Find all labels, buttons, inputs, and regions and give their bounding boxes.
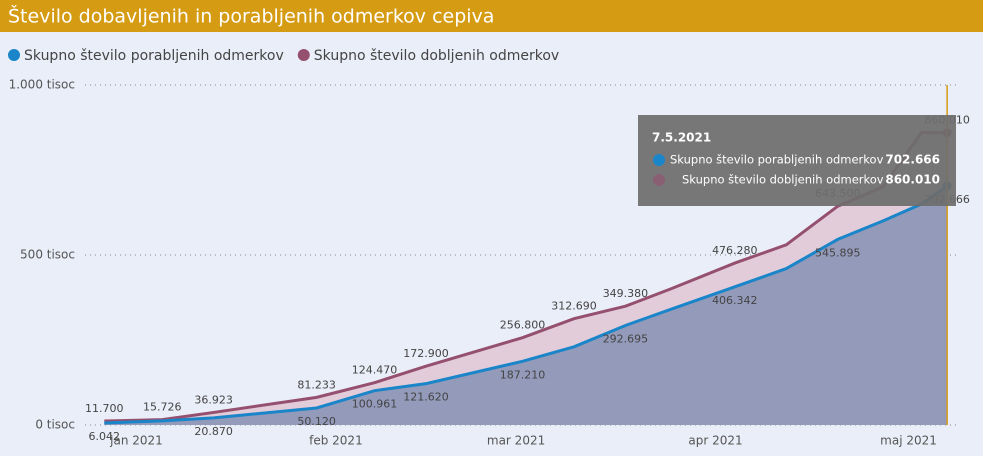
x-tick-label: maj 2021 [880,434,937,448]
tooltip-name: Skupno število dobljenih odmerkov [682,173,884,187]
legend-marker [8,49,20,61]
tooltip-box [638,115,956,206]
legend-marker [297,49,310,61]
data-label: 476.280 [712,244,758,257]
data-label: 6.042 [89,430,121,443]
data-label: 312.690 [551,300,597,313]
y-tick-label: 1.000 tisoc [9,78,75,92]
tooltip-value: 860.010 [885,173,940,187]
tooltip-title: 7.5.2021 [652,131,711,145]
chart-title: Število dobavljenih in porabljenih odmer… [8,4,494,28]
y-tick-label: 500 tisoc [20,248,75,262]
x-tick-label: feb 2021 [309,434,363,448]
tooltip-marker [653,154,665,166]
data-label: 545.895 [815,246,861,259]
data-label: 50.120 [297,415,336,428]
x-tick-label: jan 2021 [109,434,163,448]
tooltip-value: 702.666 [885,153,940,167]
area [104,186,948,425]
data-label: 20.870 [194,425,233,438]
tooltip-name: Skupno število porabljenih odmerkov [670,153,884,167]
tooltip: 7.5.2021 Skupno število porabljenih odmer… [638,115,956,206]
data-label: 100.961 [352,398,398,411]
data-label: 11.700 [85,402,124,415]
line [104,184,948,425]
tooltip-marker [653,174,665,186]
data-label: 121.620 [403,391,449,404]
data-label: 81.233 [297,378,336,391]
data-label: 349.380 [603,287,649,300]
data-label: 36.923 [194,393,233,406]
data-label: 406.342 [712,294,758,307]
legend-label: Skupno število dobljenih odmerkov [314,48,559,64]
legend-label: Skupno število porabljenih odmerkov [24,48,284,64]
data-label: 256.800 [500,319,546,332]
data-label: 124.470 [352,364,398,377]
data-label: 15.726 [143,401,182,414]
data-label: 187.210 [500,368,546,381]
y-tick-label: 0 tisoc [35,418,75,432]
data-label: 172.900 [403,347,449,360]
x-tick-label: mar 2021 [487,434,545,448]
title-bar [0,0,983,32]
x-tick-label: apr 2021 [688,434,742,448]
data-label: 292.695 [603,332,649,345]
